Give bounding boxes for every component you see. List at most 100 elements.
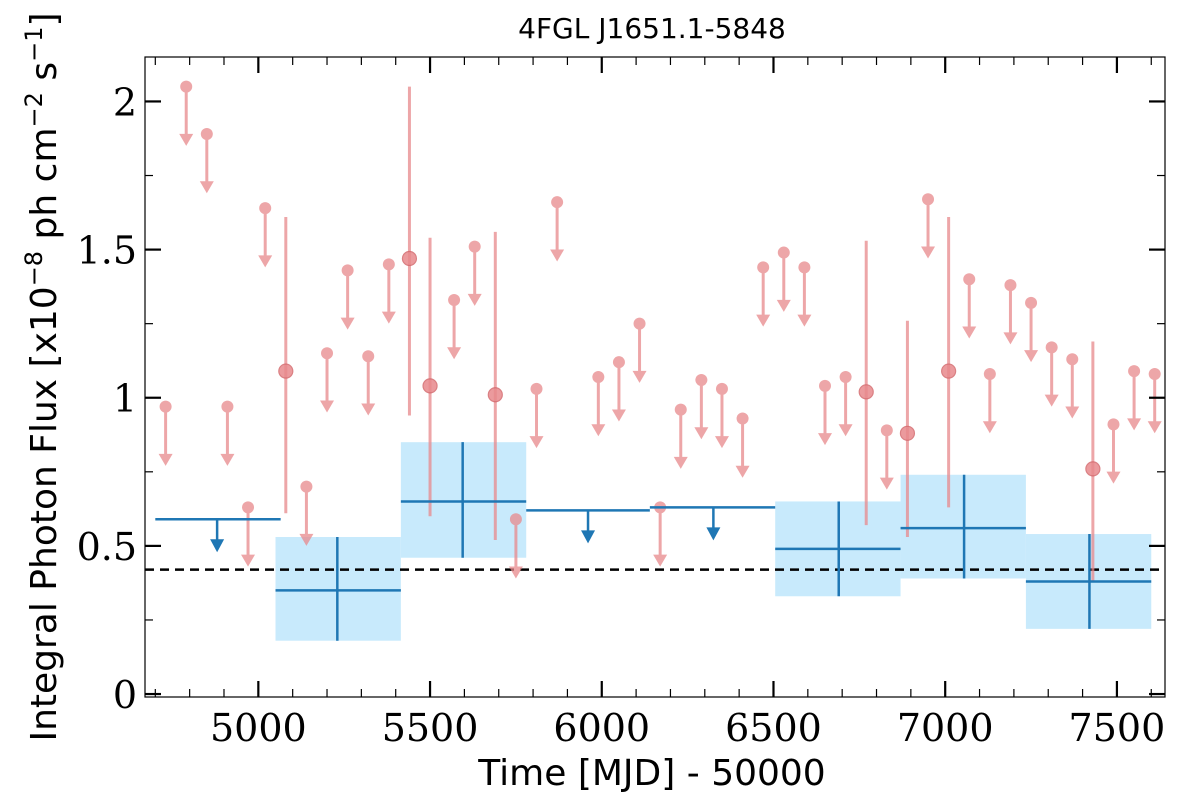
axes-frame <box>144 56 1166 698</box>
upper-limit-point <box>321 347 334 360</box>
upper-limit-arrowhead <box>320 400 335 413</box>
upper-limit-point <box>1004 279 1017 292</box>
upper-limit-point <box>382 258 395 271</box>
detection-point <box>278 363 294 379</box>
upper-limit-point <box>798 261 811 274</box>
upper-limit-arrowhead <box>258 255 273 268</box>
upper-limit-arrowhead <box>220 453 235 466</box>
plot-area <box>275 442 1152 641</box>
y-label-exp2: −2 <box>20 92 48 127</box>
upper-limit-point <box>341 264 354 277</box>
long-bin-detection-0 <box>275 537 401 641</box>
upper-limit-arrowhead <box>735 465 750 478</box>
upper-limit-point <box>592 371 605 383</box>
y-label-mid2: s <box>24 62 65 92</box>
short-bin-upper-limit-32 <box>982 368 997 434</box>
x-tick-label: 6500 <box>725 706 822 750</box>
long-bin-detection-4 <box>1025 534 1152 629</box>
upper-limit-point <box>551 196 564 209</box>
upper-limit-point <box>242 501 255 514</box>
short-bin-upper-limit-33 <box>1003 279 1018 345</box>
upper-limit-arrowhead <box>591 424 606 437</box>
y-tick-label: 0.5 <box>77 525 137 569</box>
upper-limit-point <box>983 368 996 381</box>
upper-limit-arrowhead <box>361 403 376 416</box>
short-bin-upper-limit-11 <box>447 293 462 360</box>
y-label-prefix: Integral Photon Flux [x10 <box>24 286 65 741</box>
upper-limit-arrowhead <box>241 554 256 567</box>
short-bin-upper-limit-30 <box>921 193 936 259</box>
upper-limit-arrowhead <box>818 433 832 446</box>
detection-point <box>401 250 418 267</box>
upper-limit-arrowhead <box>340 317 355 330</box>
upper-limit-point <box>259 202 272 215</box>
upper-limit-arrowhead <box>632 370 647 383</box>
short-bin-upper-limit-37 <box>1106 418 1121 484</box>
upper-limit-point <box>180 80 193 93</box>
upper-limit-arrowhead <box>962 326 977 339</box>
upper-limit-point <box>1107 418 1120 431</box>
chart-title: 4FGL J1651.1-5848 <box>518 12 786 45</box>
upper-limit-arrowhead <box>921 246 936 259</box>
short-bin-upper-limit-7 <box>320 347 335 413</box>
upper-limit-point <box>468 240 481 253</box>
short-bin-detection-0 <box>278 217 294 514</box>
short-bin-upper-limit-35 <box>1044 341 1059 407</box>
upper-limit-arrowhead <box>673 456 688 469</box>
short-bin-upper-limit-15 <box>550 196 565 262</box>
upper-limit-arrowhead <box>838 424 853 437</box>
y-label-exp1: −8 <box>20 251 48 286</box>
y-axis-label: Integral Photon Flux [x10−8 ph cm−2 s−1] <box>20 12 65 741</box>
short-bin-detection-6 <box>941 217 957 508</box>
short-bin-upper-limit-26 <box>797 261 812 327</box>
short-bin-upper-limit-13 <box>508 513 523 579</box>
short-bin-detection-1 <box>401 86 418 416</box>
upper-limit-point <box>757 261 770 274</box>
upper-limit-point <box>922 193 935 206</box>
x-tick-label: 7000 <box>897 706 994 750</box>
short-bin-upper-limit-1 <box>179 80 194 146</box>
upper-limit-point <box>530 382 543 395</box>
upper-limit-arrowhead <box>653 554 668 567</box>
upper-limit-arrowhead <box>982 421 997 434</box>
upper-limit-arrowhead <box>694 427 709 440</box>
short-bin-upper-limit-31 <box>962 273 977 339</box>
detection-point <box>941 363 957 379</box>
upper-limit-point <box>448 293 461 306</box>
long-ul-arrowhead <box>210 539 225 553</box>
upper-limit-point <box>715 382 728 395</box>
short-bin-upper-limit-8 <box>340 264 355 330</box>
upper-limit-arrowhead <box>381 311 396 324</box>
y-tick-label: 1 <box>113 377 137 421</box>
upper-limit-point <box>736 412 749 425</box>
upper-limit-point <box>362 350 375 363</box>
long-bin-upper-limit-0 <box>155 517 281 553</box>
short-bin-upper-limit-14 <box>529 382 544 449</box>
upper-limit-arrowhead <box>447 347 462 360</box>
short-bin-upper-limit-38 <box>1127 365 1142 431</box>
upper-limit-arrowhead <box>179 133 194 146</box>
upper-limit-point <box>633 317 646 330</box>
upper-limit-point <box>1066 353 1079 366</box>
upper-limit-point <box>612 356 625 369</box>
x-tick-label: 7500 <box>1069 706 1166 750</box>
x-tick-label: 6000 <box>553 706 650 750</box>
upper-limit-point <box>963 273 976 286</box>
upper-limit-point <box>200 128 213 141</box>
short-bin-upper-limit-27 <box>818 379 832 446</box>
y-label-mid: ph cm <box>24 127 65 250</box>
long-bin-detection-2 <box>775 501 901 597</box>
short-bin-detection-2 <box>422 237 438 517</box>
short-bin-detection-7 <box>1085 341 1101 582</box>
detection-point <box>487 387 503 403</box>
upper-limit-point <box>221 400 234 413</box>
detection-point <box>899 425 916 441</box>
short-bin-upper-limit-17 <box>611 356 626 422</box>
detection-point <box>1085 461 1101 477</box>
data-marks <box>145 80 1165 641</box>
upper-limit-arrowhead <box>1003 332 1018 345</box>
upper-limit-arrowhead <box>1024 350 1039 363</box>
short-bin-upper-limit-22 <box>714 382 729 449</box>
short-bin-upper-limit-0 <box>158 400 173 466</box>
upper-limit-arrowhead <box>199 181 214 194</box>
